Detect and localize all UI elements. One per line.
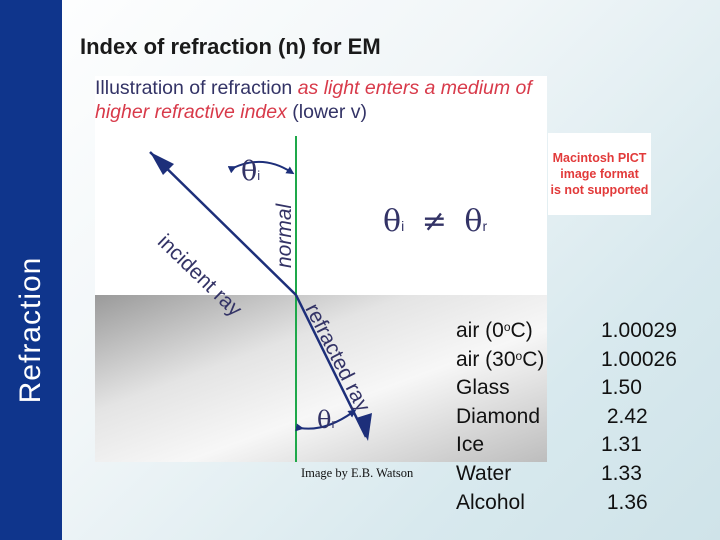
incident-arrowhead <box>150 152 174 175</box>
higher-index-medium <box>95 295 547 462</box>
angle-arc-incident <box>227 161 295 175</box>
image-credit: Image by E.B. Watson <box>301 466 414 480</box>
refractive-index-value: 1.31 <box>601 433 642 457</box>
sidebar-label: Refraction <box>14 256 47 404</box>
refractive-index-value: 1.00026 <box>601 347 677 371</box>
material-name: Water <box>456 461 512 485</box>
pict-unsupported-notice: Macintosh PICT image format is not suppo… <box>548 133 651 215</box>
refractive-index-value: 1.50 <box>601 376 642 400</box>
normal-label: normal <box>273 203 296 268</box>
refractive-index-value: 1.36 <box>601 490 648 514</box>
refraction-diagram <box>95 136 547 462</box>
material-name: Ice <box>456 433 485 457</box>
theta-i-label: θi <box>241 156 261 187</box>
sidebar: Refraction <box>0 0 62 540</box>
material-name: Diamond <box>456 404 541 428</box>
refractive-index-value: 1.00029 <box>601 319 677 342</box>
refractive-index-value: 1.33 <box>601 461 642 485</box>
refraction-figure: incident ray normal refracted ray θi θr … <box>95 76 547 462</box>
refracted-arrowhead <box>356 413 372 441</box>
refractive-index-value: 2.42 <box>601 404 648 428</box>
material-name: Glass <box>456 376 510 400</box>
slide-title: Index of refraction (n) for EM <box>80 34 381 59</box>
material-name: air (0oC) <box>456 319 533 342</box>
angle-arc-refracted <box>295 409 357 432</box>
figure-caption: Illustration of refraction as light ente… <box>95 77 532 123</box>
theta-r-label: θr <box>317 406 336 434</box>
incident-ray <box>149 151 297 296</box>
material-name: Alcohol <box>456 490 525 514</box>
material-name: air (30oC) <box>456 347 545 371</box>
inequality-label: θi ≠ θr <box>383 204 488 239</box>
